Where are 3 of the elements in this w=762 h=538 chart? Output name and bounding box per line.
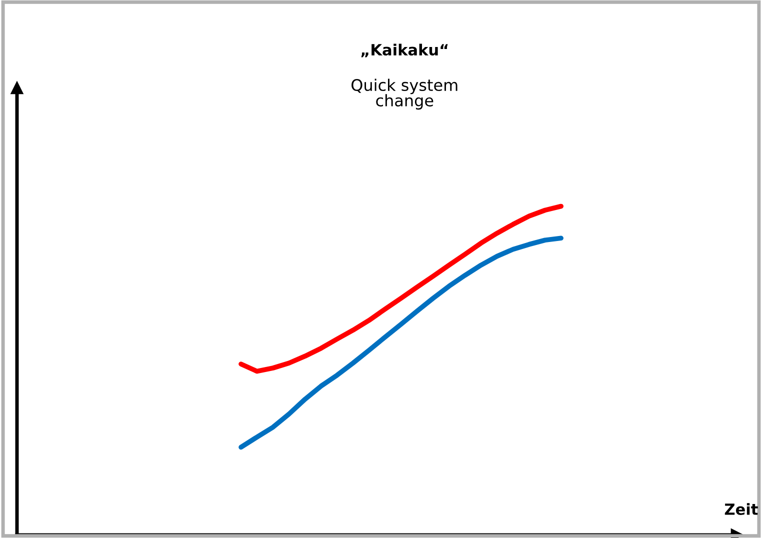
chart-title: „Kaikaku“ bbox=[361, 44, 448, 58]
chart-subtitle: Quick system change bbox=[352, 78, 458, 110]
x-axis-title: Zeit bbox=[724, 503, 758, 515]
